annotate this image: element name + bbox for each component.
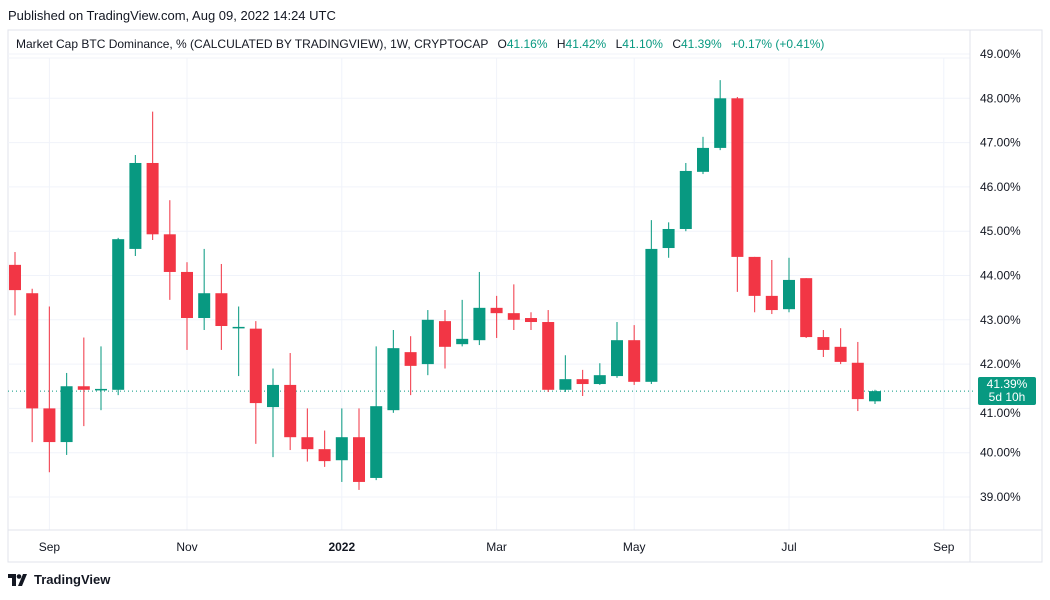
y-tick-label: 42.00% bbox=[980, 357, 1021, 371]
y-tick-label: 41.00% bbox=[980, 406, 1021, 420]
candle-body bbox=[60, 386, 73, 443]
candle-body bbox=[215, 293, 228, 327]
candle-body bbox=[181, 271, 193, 319]
candle-body bbox=[662, 228, 675, 249]
candle-body bbox=[421, 319, 434, 365]
low-value: 41.10% bbox=[622, 37, 663, 51]
y-tick-label: 45.00% bbox=[980, 224, 1021, 238]
candle-body bbox=[335, 437, 348, 461]
high-value: 41.42% bbox=[565, 37, 607, 51]
candle-body bbox=[353, 437, 365, 482]
candle-body bbox=[576, 379, 589, 385]
candle-body bbox=[645, 248, 658, 382]
candle-body bbox=[267, 384, 279, 408]
candle-body bbox=[783, 279, 795, 310]
candle-body bbox=[77, 386, 90, 390]
chart-legend: Market Cap BTC Dominance, % (CALCULATED … bbox=[16, 37, 824, 51]
x-tick-label: 2022 bbox=[328, 540, 355, 554]
candle-body bbox=[714, 98, 727, 148]
close-value: 41.39% bbox=[680, 37, 722, 51]
candle-body bbox=[43, 408, 56, 443]
candle-body bbox=[834, 346, 847, 362]
x-tick-label: May bbox=[623, 540, 646, 554]
candle-body bbox=[249, 328, 262, 404]
candle-body bbox=[146, 162, 159, 235]
candle-body bbox=[26, 293, 39, 409]
candle-body bbox=[318, 449, 331, 462]
candle-body bbox=[370, 406, 383, 478]
open-value: 41.16% bbox=[506, 37, 548, 51]
x-tick-label: Sep bbox=[933, 540, 955, 554]
candle-body bbox=[439, 321, 451, 347]
candle-body bbox=[284, 384, 297, 438]
open-label: O bbox=[497, 37, 507, 51]
candle-body bbox=[628, 340, 641, 382]
candle-body bbox=[9, 264, 21, 291]
tradingview-logo-icon bbox=[8, 573, 27, 586]
candle-body bbox=[679, 170, 692, 229]
last-price-value: 41.39% bbox=[986, 377, 1028, 392]
candle-body bbox=[851, 362, 864, 400]
close-label: C bbox=[672, 37, 681, 51]
candle-body bbox=[731, 98, 744, 257]
candle-body bbox=[869, 391, 881, 402]
candle-body bbox=[525, 318, 537, 323]
published-note: Published on TradingView.com, Aug 09, 20… bbox=[8, 8, 336, 23]
bar-countdown: 5d 10h bbox=[988, 390, 1026, 405]
high-label: H bbox=[556, 37, 566, 51]
candle-body bbox=[387, 348, 400, 411]
candle-body bbox=[817, 337, 830, 350]
candle-body bbox=[697, 147, 709, 172]
symbol-title[interactable]: Market Cap BTC Dominance, % (CALCULATED … bbox=[16, 37, 489, 51]
candle-body bbox=[473, 307, 486, 341]
candle-body bbox=[232, 326, 245, 329]
candle-body bbox=[129, 162, 142, 249]
chart-frame bbox=[7, 29, 1043, 563]
logo-text: TradingView bbox=[34, 572, 111, 587]
candle-body bbox=[542, 322, 555, 390]
candle-body bbox=[593, 375, 606, 385]
y-tick-label: 46.00% bbox=[980, 180, 1021, 194]
x-tick-label: Nov bbox=[176, 540, 197, 554]
candle-body bbox=[800, 278, 813, 338]
candle-body bbox=[404, 352, 417, 366]
candle-body bbox=[95, 388, 107, 391]
y-tick-label: 39.00% bbox=[980, 490, 1021, 504]
y-tick-label: 49.00% bbox=[980, 47, 1021, 61]
candle-body bbox=[456, 338, 469, 345]
x-tick-label: Sep bbox=[39, 540, 61, 554]
candle-body bbox=[163, 234, 176, 272]
last-price-label: 41.39% 5d 10h bbox=[978, 377, 1036, 406]
candle-body bbox=[507, 313, 520, 320]
candle-body bbox=[112, 239, 125, 390]
y-tick-label: 48.00% bbox=[980, 91, 1021, 105]
candle-body bbox=[611, 340, 623, 377]
candle-body bbox=[198, 293, 211, 319]
tradingview-logo[interactable]: TradingView bbox=[8, 572, 110, 587]
candle-body bbox=[748, 256, 761, 296]
y-tick-label: 40.00% bbox=[980, 446, 1021, 460]
y-tick-label: 47.00% bbox=[980, 136, 1021, 150]
candle-body bbox=[765, 295, 778, 311]
y-tick-label: 43.00% bbox=[980, 313, 1021, 327]
low-label: L bbox=[615, 37, 623, 51]
y-tick-label: 44.00% bbox=[980, 269, 1021, 283]
x-tick-label: Mar bbox=[486, 540, 507, 554]
candle-body bbox=[490, 307, 503, 314]
change-value: +0.17% (+0.41%) bbox=[731, 37, 825, 51]
candle-body bbox=[301, 437, 314, 450]
candle-body bbox=[559, 379, 572, 390]
x-tick-label: Jul bbox=[781, 540, 796, 554]
